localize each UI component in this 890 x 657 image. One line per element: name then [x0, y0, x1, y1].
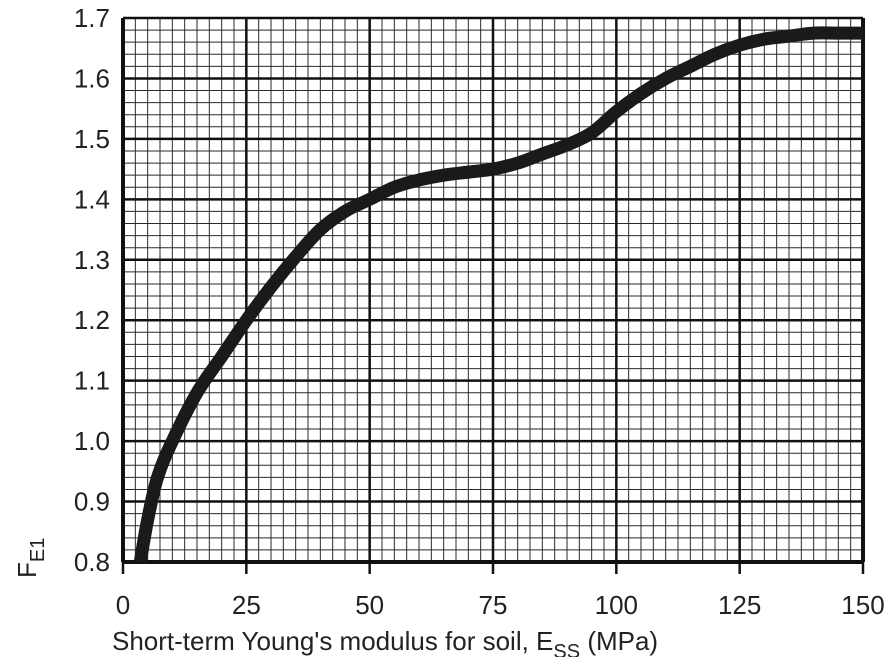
grid-major [123, 18, 863, 562]
axes [121, 16, 865, 574]
y-tick-label: 1.2 [74, 305, 110, 335]
x-tick-label: 25 [232, 590, 261, 620]
y-tick-labels: 0.8 0.9 1.0 1.1 1.2 1.3 1.4 1.5 1.6 1.7 [74, 3, 110, 577]
y-tick-label: 1.0 [74, 426, 110, 456]
y-tick-label: 1.3 [74, 245, 110, 275]
series-line [133, 26, 863, 564]
x-tick-label: 75 [479, 590, 508, 620]
y-tick-label: 1.7 [74, 3, 110, 33]
y-tick-label: 1.4 [74, 184, 110, 214]
y-tick-label: 1.1 [74, 366, 110, 396]
x-tick-label: 125 [718, 590, 761, 620]
x-tick-label: 150 [841, 590, 884, 620]
x-tick-labels: 0 25 50 75 100 125 150 [116, 590, 885, 620]
y-axis-title: FE1 [12, 538, 49, 578]
y-tick-label: 0.8 [74, 547, 110, 577]
y-tick-label: 1.6 [74, 63, 110, 93]
y-tick-label: 0.9 [74, 487, 110, 517]
series [133, 26, 863, 564]
x-tick-label: 100 [595, 590, 638, 620]
x-axis-title: Short-term Young's modulus for soil, ESS… [112, 626, 658, 657]
y-tick-label: 1.5 [74, 124, 110, 154]
x-tick-label: 50 [355, 590, 384, 620]
x-tick-label: 0 [116, 590, 130, 620]
